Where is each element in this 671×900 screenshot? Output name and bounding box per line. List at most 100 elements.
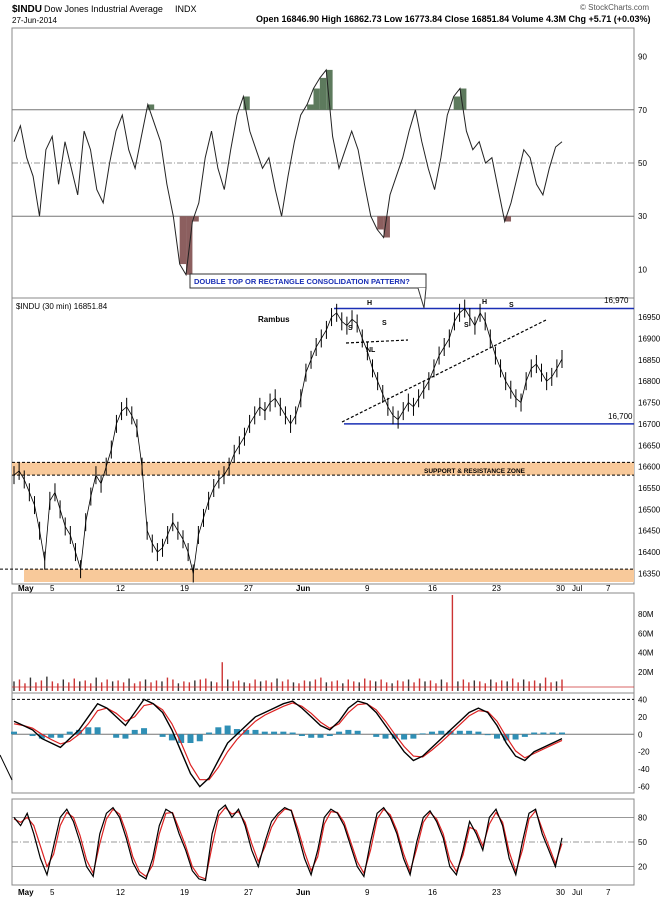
- macd-histogram-bar: [289, 732, 296, 735]
- x-tick-label: Jul: [572, 584, 582, 593]
- macd-histogram-bar: [85, 727, 92, 735]
- rsi-overbought-fill: [313, 88, 320, 110]
- rsi-overbought-fill: [147, 104, 155, 110]
- y-tick-label: 30: [638, 212, 647, 221]
- macd-histogram-bar: [178, 734, 185, 743]
- rsi-line: [13, 68, 563, 277]
- exchange-label: INDX: [175, 4, 197, 14]
- macd-histogram-bar: [224, 725, 231, 735]
- macd-histogram-bar: [512, 734, 519, 740]
- macd-histogram-bar: [252, 729, 259, 735]
- rsi-overbought-fill: [243, 96, 250, 110]
- ohlc-readout: Open 16846.90 High 16862.73 Low 16773.84…: [256, 14, 651, 24]
- macd-histogram-bar: [271, 731, 278, 735]
- hs-letter: S: [382, 320, 387, 327]
- y-tick-label: 16700: [638, 420, 661, 429]
- y-tick-label: 40M: [638, 649, 654, 658]
- macd-panel: 40 20 0 -20 -40 -60: [11, 695, 650, 792]
- macd-histogram-bar: [298, 734, 305, 737]
- y-tick-label: 16800: [638, 377, 661, 386]
- rsi-oversold-fill: [383, 216, 390, 238]
- rsi-overbought-fill: [460, 88, 467, 110]
- x-tick-label: May: [18, 888, 34, 897]
- x-tick-label: 16: [428, 888, 437, 897]
- neckline-left: [345, 339, 409, 344]
- macd-histogram-bar: [336, 731, 343, 735]
- y-tick-label: 60M: [638, 629, 654, 638]
- macd-histogram-bar: [391, 734, 398, 739]
- zone-label: SUPPORT & RESISTANCE ZONE: [424, 468, 526, 475]
- y-tick-label: 20: [638, 863, 647, 872]
- y-tick-label: 90: [638, 53, 647, 62]
- watermark: © StockCharts.com: [580, 3, 649, 12]
- x-tick-label: 27: [244, 888, 253, 897]
- macd-histogram-bar: [549, 732, 556, 735]
- x-tick-label: 30: [556, 888, 565, 897]
- macd-histogram-bar: [531, 732, 538, 735]
- y-tick-label: 0: [638, 730, 643, 739]
- decor-line: [0, 754, 13, 781]
- macd-histogram-bar: [243, 729, 250, 735]
- x-tick-label: Jun: [296, 584, 310, 593]
- y-tick-label: 16600: [638, 463, 661, 472]
- x-tick-label: 7: [606, 888, 611, 897]
- hs-letter: S: [348, 325, 353, 332]
- x-tick-label: 12: [116, 584, 125, 593]
- y-tick-label: 16450: [638, 527, 661, 536]
- x-tick-label: Jul: [572, 888, 582, 897]
- macd-histogram-bar: [187, 734, 194, 743]
- macd-histogram-bar: [280, 731, 287, 735]
- price-line: [13, 307, 563, 574]
- macd-histogram-bar: [345, 729, 352, 735]
- price-panel: 16950 16900 16850 16800 16750 16700 16650 16600…: [0, 299, 661, 593]
- y-tick-label: 16750: [638, 399, 661, 408]
- rsi-panel: 90 70 50 30 10: [12, 53, 647, 277]
- x-tick-label: 19: [180, 888, 189, 897]
- y-tick-label: -20: [638, 748, 650, 757]
- hs-letter: H: [367, 300, 372, 307]
- hs-letter: H: [482, 299, 487, 306]
- neckline-rising: [341, 319, 547, 423]
- y-tick-label: 50: [638, 159, 647, 168]
- macd-histogram-bar: [66, 731, 73, 735]
- macd-histogram-bar: [559, 732, 565, 735]
- rsi-oversold-fill: [377, 216, 384, 230]
- macd-histogram-bar: [540, 732, 547, 735]
- support-resistance-zone: [12, 462, 634, 476]
- macd-histogram-bar: [206, 732, 213, 735]
- y-tick-label: -60: [638, 783, 650, 792]
- y-tick-label: 80M: [638, 610, 654, 619]
- macd-histogram-bar: [456, 730, 463, 735]
- level-top-label: 16,970: [604, 296, 629, 305]
- macd-histogram-bar: [131, 729, 138, 735]
- price-panel-frame: [11, 297, 635, 585]
- macd-histogram-bar: [76, 729, 83, 735]
- macd-histogram-bar: [159, 734, 166, 737]
- x-tick-label: 27: [244, 584, 253, 593]
- rsi-overbought-fill: [307, 104, 314, 110]
- y-tick-label: 10: [638, 265, 647, 274]
- macd-histogram-bar: [493, 734, 500, 739]
- macd-line: [13, 698, 563, 788]
- macd-histogram-bar: [373, 734, 380, 737]
- x-tick-label: 5: [50, 584, 55, 593]
- y-tick-label: 16500: [638, 505, 661, 514]
- macd-histogram-bar: [261, 731, 268, 735]
- macd-histogram-bar: [475, 731, 482, 735]
- macd-histogram-bar: [215, 727, 222, 735]
- x-tick-label: 7: [606, 584, 611, 593]
- author-label: Rambus: [258, 315, 290, 324]
- macd-histogram-bar: [466, 730, 473, 735]
- macd-histogram-bar: [484, 734, 491, 736]
- y-tick-label: 16850: [638, 356, 661, 365]
- macd-histogram-bar: [326, 734, 333, 737]
- pattern-callout-text: DOUBLE TOP OR RECTANGLE CONSOLIDATION PA…: [194, 277, 410, 286]
- y-tick-label: 80: [638, 813, 647, 822]
- symbol-title: $INDU: [12, 4, 42, 15]
- rsi-overbought-fill: [453, 96, 461, 110]
- neckline-label: NL: [366, 347, 376, 354]
- y-tick-label: 70: [638, 106, 647, 115]
- macd-histogram-bar: [38, 734, 45, 739]
- macd-histogram-bar: [29, 734, 36, 737]
